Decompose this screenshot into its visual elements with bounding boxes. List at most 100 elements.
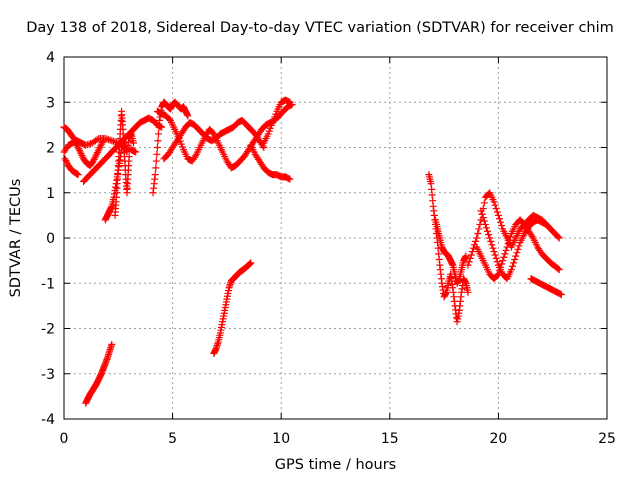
data-point	[474, 229, 482, 237]
data-point	[502, 246, 510, 254]
data-point	[478, 210, 486, 218]
data-point	[480, 199, 488, 207]
data-point	[501, 250, 509, 258]
data-point	[491, 201, 499, 209]
data-point	[154, 130, 162, 138]
data-point	[191, 152, 199, 160]
series-trace-g	[149, 98, 192, 197]
data-point	[487, 237, 495, 245]
data-point	[98, 138, 106, 146]
x-tick-label: 10	[272, 431, 290, 447]
data-point	[547, 225, 555, 233]
data-point	[71, 136, 79, 144]
data-point	[511, 255, 519, 263]
data-point	[505, 236, 513, 244]
data-point	[152, 164, 160, 172]
series-trace-n	[425, 171, 472, 326]
series-trace-i	[160, 116, 268, 163]
data-point	[132, 148, 140, 156]
data-point	[75, 145, 83, 153]
data-point	[92, 152, 100, 160]
data-point	[153, 150, 161, 158]
data-point	[507, 266, 515, 274]
data-point	[93, 136, 101, 144]
data-point	[497, 218, 505, 226]
x-tick-label: 20	[489, 431, 507, 447]
data-point	[247, 259, 255, 267]
y-tick-label: 1	[46, 186, 55, 202]
data-point	[510, 259, 518, 267]
data-point	[286, 98, 294, 106]
data-point	[554, 265, 562, 273]
x-tick-label: 25	[598, 431, 616, 447]
data-point	[108, 340, 116, 348]
data-point	[76, 148, 84, 156]
data-point	[555, 234, 563, 242]
data-point	[462, 252, 470, 260]
data-point	[484, 227, 492, 235]
data-point	[96, 144, 104, 151]
data-point	[490, 248, 498, 256]
data-point	[469, 244, 477, 252]
data-point	[97, 140, 105, 148]
data-point	[63, 158, 71, 166]
data-point	[151, 171, 159, 179]
data-point	[488, 241, 496, 249]
data-point	[500, 253, 508, 261]
data-point	[479, 214, 487, 222]
series-trace-r	[477, 207, 555, 283]
data-point	[495, 215, 503, 223]
data-point	[492, 254, 500, 262]
data-point	[545, 224, 553, 232]
y-tick-label: -4	[41, 412, 55, 428]
data-point	[286, 175, 294, 183]
data-point	[515, 242, 523, 250]
data-point	[499, 257, 507, 265]
data-point	[93, 149, 101, 157]
data-point	[503, 243, 511, 251]
x-tick-label: 0	[60, 431, 69, 447]
data-point	[491, 251, 499, 259]
data-point	[485, 231, 493, 239]
data-point	[493, 208, 501, 216]
data-point	[489, 244, 497, 252]
series-trace-d	[80, 114, 166, 185]
data-point	[482, 224, 490, 232]
data-point	[97, 142, 105, 150]
data-point	[155, 123, 163, 131]
data-point	[152, 157, 160, 165]
series-trace-j	[247, 141, 294, 183]
data-point	[557, 291, 565, 299]
data-point	[125, 153, 133, 161]
data-point	[498, 222, 506, 230]
data-point	[89, 157, 97, 165]
y-tick-label: -2	[41, 322, 55, 338]
data-point	[74, 171, 82, 179]
data-point	[555, 266, 563, 274]
x-tick-label: 5	[168, 431, 177, 447]
data-point	[509, 262, 517, 270]
data-point	[74, 143, 82, 151]
data-point	[494, 211, 502, 219]
axis-ticks: 0 5 10 15 20 25 -4 -3 -2 -1 0 1 2 3 4	[41, 50, 616, 447]
data-point	[93, 150, 101, 158]
y-tick-label: 3	[46, 95, 55, 111]
series-trace-q	[473, 216, 563, 283]
data-point	[95, 145, 103, 153]
data-point	[153, 144, 161, 151]
data-point	[77, 150, 85, 158]
data-point	[130, 139, 138, 147]
data-point	[154, 137, 162, 145]
data-point	[492, 205, 500, 213]
data-point	[472, 237, 480, 245]
data-point	[468, 248, 476, 256]
data-point	[473, 234, 481, 242]
chart-title: Day 138 of 2018, Sidereal Day-to-day VTE…	[26, 20, 614, 36]
data-point	[554, 233, 562, 241]
data-point	[475, 225, 483, 233]
x-tick-label: 15	[381, 431, 399, 447]
data-point	[513, 249, 521, 257]
data-point	[493, 271, 501, 279]
data-point	[481, 220, 489, 228]
